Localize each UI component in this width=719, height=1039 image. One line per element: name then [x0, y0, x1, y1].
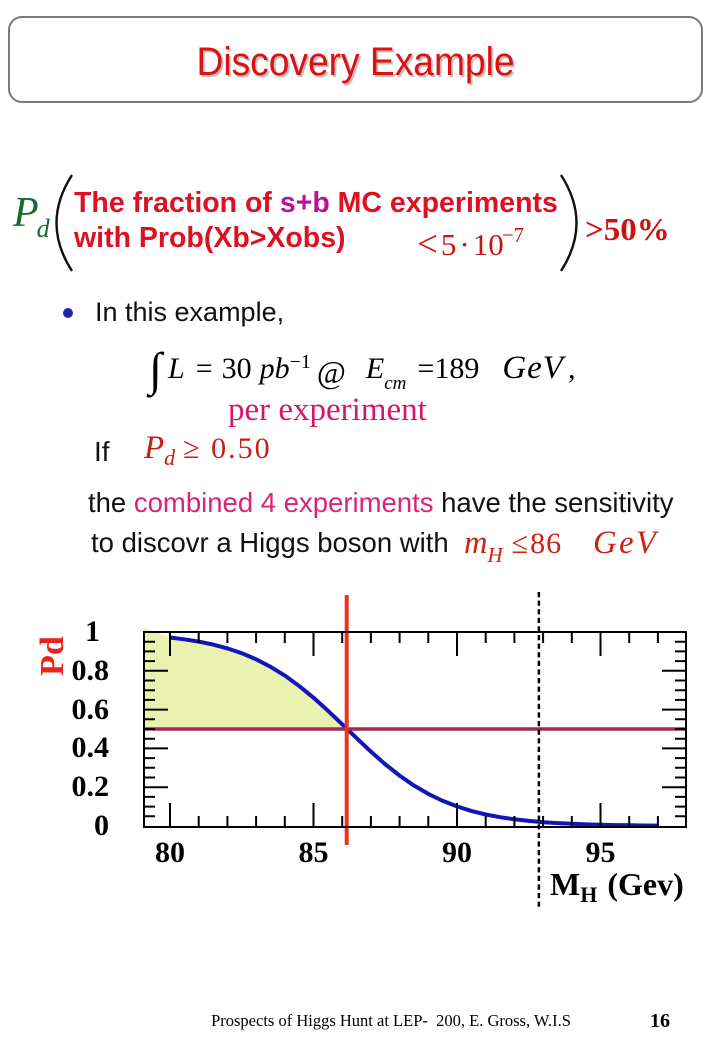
svg-text:90: 90: [442, 836, 472, 869]
svg-text:0.4: 0.4: [72, 731, 110, 764]
svg-text:95: 95: [586, 836, 616, 869]
svg-text:0.6: 0.6: [72, 693, 110, 726]
svg-text:1: 1: [85, 615, 100, 648]
svg-text:0.8: 0.8: [72, 654, 110, 687]
svg-text:MH (Gev): MH (Gev): [550, 866, 684, 907]
svg-text:0: 0: [94, 809, 109, 842]
svg-text:80: 80: [155, 836, 185, 869]
svg-text:Pd: Pd: [34, 636, 71, 676]
svg-text:85: 85: [299, 836, 329, 869]
svg-text:0.2: 0.2: [72, 770, 110, 803]
